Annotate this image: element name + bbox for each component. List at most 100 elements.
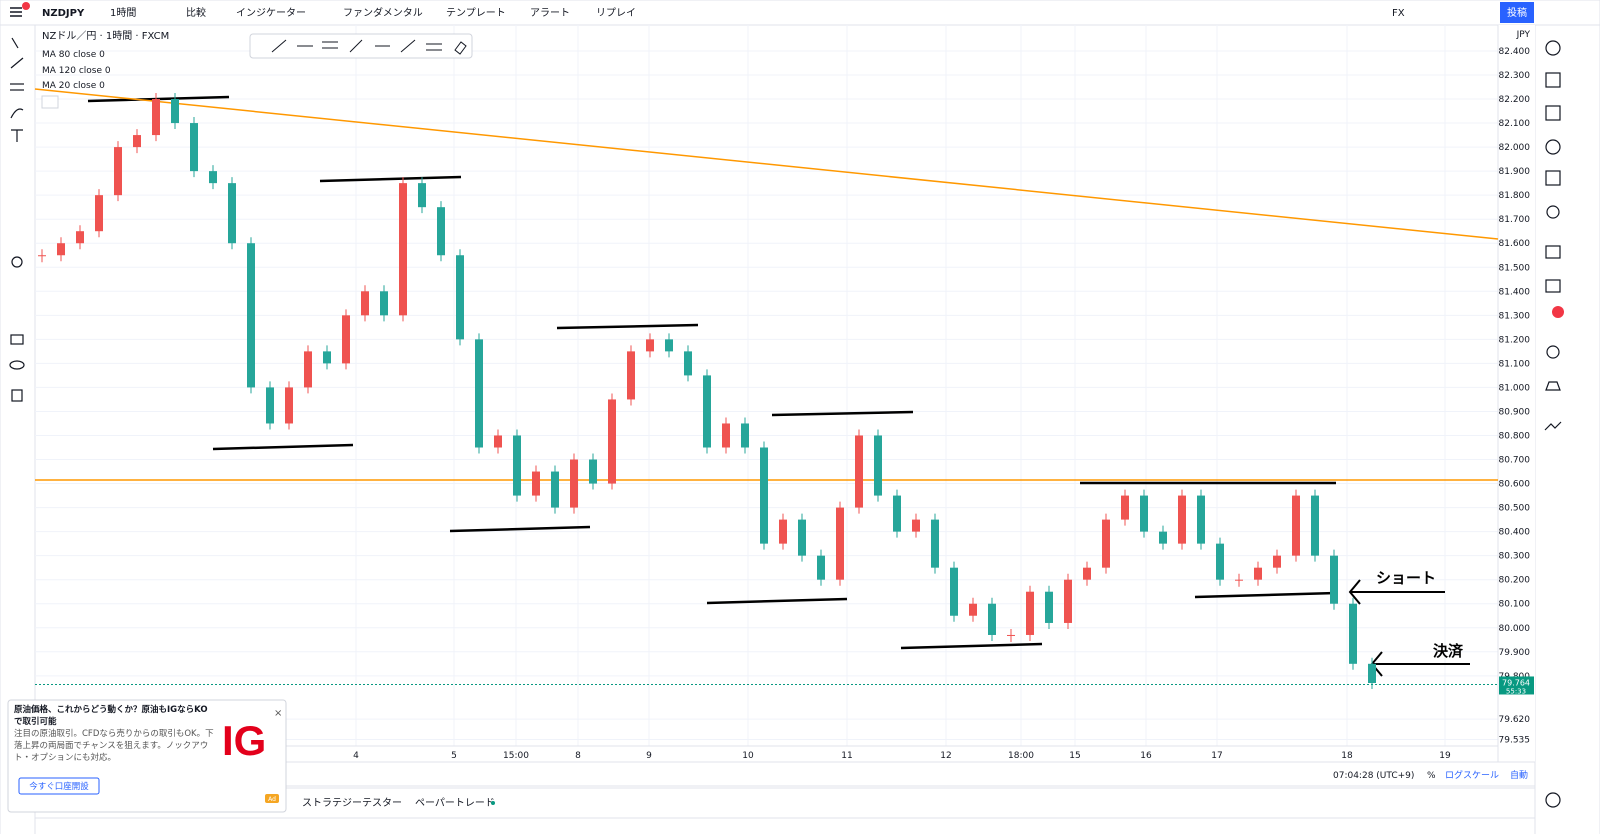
y-tick-label: 81.100 (1499, 359, 1531, 369)
candle (627, 351, 635, 400)
candle (114, 147, 122, 196)
toolbar-item[interactable]: インジケーター (236, 7, 306, 19)
candle (532, 471, 540, 496)
candle (190, 123, 198, 172)
candle (798, 519, 806, 556)
symbol[interactable]: NZDJPY (42, 8, 85, 19)
x-tick-label: 19 (1439, 751, 1451, 761)
candle (1235, 579, 1243, 581)
y-tick-label: 80.600 (1499, 480, 1531, 490)
candle (266, 387, 274, 424)
candle (608, 399, 616, 484)
y-tick-label: 80.000 (1499, 624, 1531, 634)
clock: 07:04:28 (UTC+9) (1333, 771, 1414, 781)
candle (874, 435, 882, 496)
currency: JPY (1516, 30, 1531, 40)
candle (1311, 495, 1319, 556)
y-tick-label: 81.700 (1499, 215, 1531, 225)
y-tick-label: 80.900 (1499, 407, 1531, 417)
sidebar-icons[interactable] (1544, 40, 1562, 808)
candle (152, 99, 160, 136)
ad-button-label[interactable]: 今すぐ口座開設 (29, 781, 89, 792)
candle (475, 339, 483, 448)
candle (1102, 519, 1110, 568)
candle (1178, 495, 1186, 544)
candle (1026, 591, 1034, 635)
y-tick-label: 79.620 (1499, 715, 1531, 725)
drawing-toolbar[interactable] (249, 33, 473, 59)
candle (456, 255, 464, 340)
y-tick-label: 80.800 (1499, 431, 1531, 441)
y-tick-label: 80.700 (1499, 456, 1531, 466)
menu-icon[interactable] (10, 7, 22, 17)
last-price-label: 79.764 (1502, 678, 1530, 687)
log-toggle[interactable]: ログスケール (1445, 769, 1499, 781)
candle (741, 423, 749, 448)
y-tick-label: 81.500 (1499, 263, 1531, 273)
candle (228, 183, 236, 244)
y-tick-label: 80.300 (1499, 552, 1531, 562)
candle (342, 315, 350, 364)
candle (1292, 495, 1300, 556)
x-tick-label: 12 (940, 751, 951, 761)
candle (931, 519, 939, 568)
candle (589, 459, 597, 484)
y-tick-label: 81.800 (1499, 191, 1531, 201)
y-tick-label: 81.600 (1499, 239, 1531, 249)
candle (437, 207, 445, 256)
indicator: MA 20 close 0 (42, 81, 105, 91)
candle (665, 339, 673, 352)
candle (323, 351, 331, 364)
candle (1121, 495, 1129, 520)
drawing-tools[interactable] (9, 37, 25, 402)
market[interactable]: FX (1392, 8, 1405, 19)
toolbar-item[interactable]: ファンダメンタル (343, 6, 423, 19)
candle (1254, 567, 1262, 580)
trend-lines (87, 95, 1470, 677)
toolbar-item[interactable]: アラート (530, 7, 570, 19)
auto-toggle[interactable]: 自動 (1510, 769, 1528, 781)
tab[interactable]: ストラテジーテスター (302, 797, 402, 809)
ad-badge: Ad (268, 796, 276, 803)
candle (494, 435, 502, 448)
candle (76, 231, 84, 244)
candle (247, 243, 255, 388)
candle (1064, 579, 1072, 623)
toolbar-item[interactable]: 比較 (186, 6, 206, 19)
candle (893, 495, 901, 532)
y-tick-label: 82.000 (1499, 143, 1531, 153)
candle (57, 243, 65, 256)
candle (171, 99, 179, 124)
percent-toggle[interactable]: % (1427, 771, 1436, 781)
candle (551, 471, 559, 508)
candle (1273, 555, 1281, 568)
ad-close[interactable]: × (274, 708, 282, 719)
candle (703, 375, 711, 448)
publish-label[interactable]: 投稿 (1507, 6, 1527, 19)
candle (304, 351, 312, 388)
candle (1349, 603, 1357, 664)
candle (779, 519, 787, 544)
y-tick-label: 82.200 (1499, 95, 1531, 105)
y-tick-label: 81.300 (1499, 311, 1531, 321)
toolbar-item[interactable]: テンプレート (446, 7, 506, 19)
tab[interactable]: ペーパートレード (415, 797, 495, 809)
indicator: MA 120 close 0 (42, 66, 111, 76)
candle (988, 603, 996, 635)
candle (836, 507, 844, 580)
candle (950, 567, 958, 616)
interval[interactable]: 1時間 (110, 7, 136, 19)
annotation: ショート (1376, 569, 1436, 587)
y-tick-label: 81.000 (1499, 383, 1531, 393)
candle (361, 291, 369, 316)
publish-button[interactable] (1500, 2, 1534, 23)
resistance-trend (34, 88, 1499, 240)
collapse-button[interactable] (41, 95, 59, 109)
candle (418, 183, 426, 208)
candle (1083, 567, 1091, 580)
y-tick-label: 81.200 (1499, 335, 1531, 345)
ad-button[interactable] (18, 777, 100, 795)
toolbar-item[interactable]: リプレイ (596, 7, 636, 19)
y-tick-label: 80.500 (1499, 504, 1531, 514)
